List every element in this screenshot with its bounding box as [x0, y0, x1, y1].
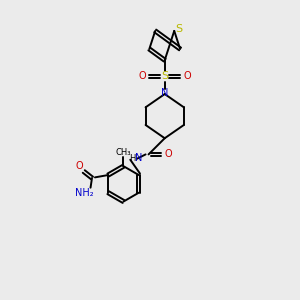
Text: N: N	[161, 88, 168, 98]
Text: S: S	[175, 24, 182, 34]
Text: CH₃: CH₃	[116, 148, 131, 157]
Text: S: S	[161, 71, 168, 81]
Text: O: O	[138, 71, 146, 81]
Text: O: O	[76, 161, 83, 171]
Text: O: O	[184, 71, 191, 81]
Text: N: N	[135, 153, 143, 163]
Text: H: H	[129, 154, 136, 163]
Text: O: O	[164, 149, 172, 159]
Text: NH₂: NH₂	[75, 188, 93, 198]
